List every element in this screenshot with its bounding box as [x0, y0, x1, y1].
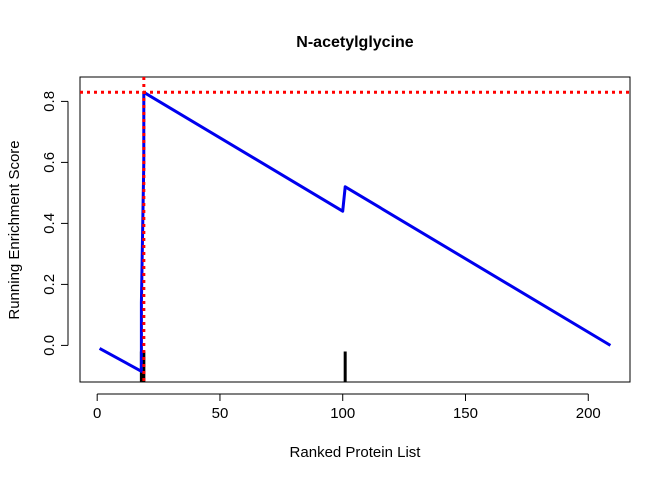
- enrichment-score-line: [98, 90, 612, 373]
- y-tick-label: 0.0: [41, 335, 58, 356]
- x-axis-label: Ranked Protein List: [290, 444, 422, 461]
- x-tick-label: 100: [330, 405, 355, 422]
- y-tick-label: 0.2: [41, 274, 58, 295]
- y-tick-label: 0.4: [41, 213, 58, 234]
- y-tick-label: 0.8: [41, 91, 58, 112]
- x-tick-label: 150: [453, 405, 478, 422]
- x-tick-label: 50: [212, 405, 229, 422]
- plot-area: 0 50 100 150 200 0.0 0.2 0.4 0.6 0.8: [41, 76, 631, 422]
- chart-title: N-acetylglycine: [296, 34, 413, 51]
- x-tick-label: 0: [93, 405, 101, 422]
- plot-frame: [79, 76, 631, 383]
- x-tick-label: 200: [576, 405, 601, 422]
- y-axis-label: Running Enrichment Score: [6, 140, 23, 319]
- y-tick-label: 0.6: [41, 152, 58, 173]
